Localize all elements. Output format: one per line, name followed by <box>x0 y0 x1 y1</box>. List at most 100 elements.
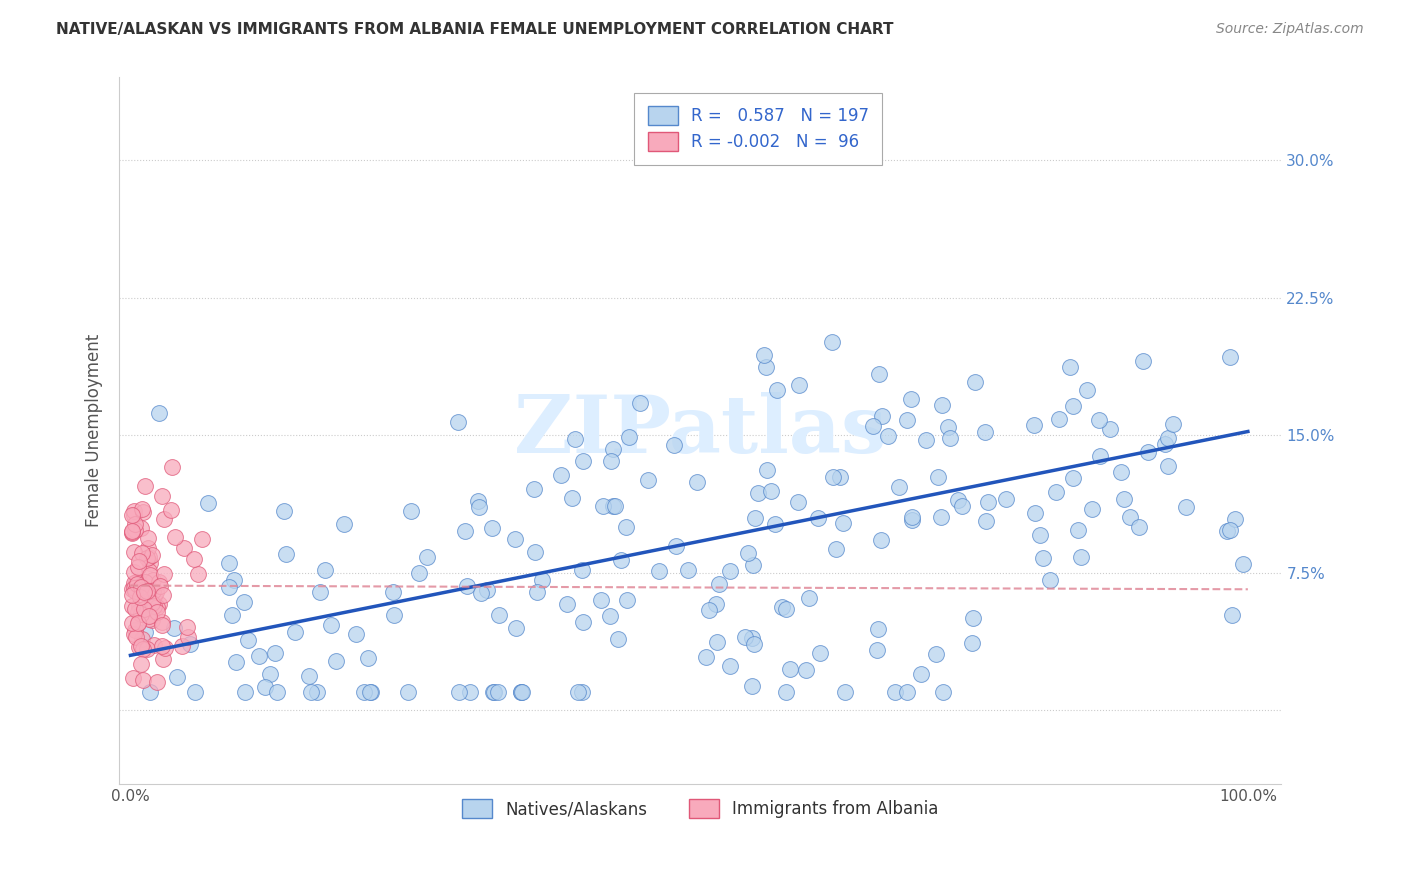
Point <box>763 516 786 531</box>
Point <box>148 575 170 590</box>
Point <box>676 563 699 577</box>
Point <box>138 549 160 564</box>
Point <box>129 657 152 671</box>
Point <box>1161 417 1184 431</box>
Point <box>148 406 170 420</box>
Point <box>505 621 527 635</box>
Point <box>896 685 918 699</box>
Point <box>143 599 166 613</box>
Point <box>662 438 685 452</box>
Point <box>122 576 145 591</box>
Point <box>346 627 368 641</box>
Point <box>163 621 186 635</box>
Point <box>924 647 946 661</box>
Point <box>834 685 856 699</box>
Point <box>1032 550 1054 565</box>
Point <box>197 496 219 510</box>
Point <box>139 568 162 582</box>
Point <box>530 573 553 587</box>
Point <box>794 663 817 677</box>
Point <box>284 625 307 640</box>
Point <box>1045 485 1067 500</box>
Text: NATIVE/ALASKAN VS IMMIGRANTS FROM ALBANIA FEMALE UNEMPLOYMENT CORRELATION CHART: NATIVE/ALASKAN VS IMMIGRANTS FROM ALBANI… <box>56 22 894 37</box>
Point <box>1024 506 1046 520</box>
Point <box>509 685 531 699</box>
Point <box>1059 360 1081 375</box>
Point <box>129 580 152 594</box>
Point <box>486 685 509 699</box>
Point <box>225 655 247 669</box>
Point <box>184 685 207 699</box>
Point <box>128 599 150 614</box>
Point <box>522 482 544 496</box>
Point <box>121 588 143 602</box>
Point <box>160 503 183 517</box>
Point <box>686 475 709 490</box>
Point <box>136 541 159 556</box>
Point <box>1157 459 1180 474</box>
Point <box>756 463 779 477</box>
Point <box>765 384 787 398</box>
Point <box>148 597 170 611</box>
Point <box>134 625 156 640</box>
Point <box>139 685 162 699</box>
Point <box>503 532 526 546</box>
Point <box>458 685 481 699</box>
Point <box>1132 354 1154 368</box>
Point <box>571 685 593 699</box>
Point <box>128 554 150 568</box>
Point <box>599 609 621 624</box>
Point <box>132 673 155 688</box>
Point <box>1119 510 1142 524</box>
Point <box>122 504 145 518</box>
Point <box>602 499 624 513</box>
Point <box>396 685 419 699</box>
Point <box>821 470 844 484</box>
Point <box>572 453 595 467</box>
Point <box>707 577 730 591</box>
Point <box>166 670 188 684</box>
Point <box>770 599 793 614</box>
Point <box>138 611 160 625</box>
Point <box>929 509 952 524</box>
Point <box>179 637 201 651</box>
Point <box>884 685 907 699</box>
Point <box>1215 524 1237 538</box>
Point <box>124 602 146 616</box>
Point <box>359 685 381 699</box>
Point <box>1223 512 1246 526</box>
Point <box>481 521 503 535</box>
Point <box>187 566 209 581</box>
Point <box>1099 422 1122 436</box>
Point <box>259 667 281 681</box>
Point <box>276 547 298 561</box>
Point <box>314 562 336 576</box>
Point <box>121 616 143 631</box>
Point <box>610 552 633 566</box>
Point <box>139 608 162 623</box>
Point <box>124 581 146 595</box>
Point <box>526 585 548 599</box>
Point <box>718 658 741 673</box>
Point <box>946 493 969 508</box>
Point <box>1219 350 1241 364</box>
Point <box>605 500 627 514</box>
Point <box>977 495 1000 509</box>
Point <box>564 433 586 447</box>
Point <box>129 576 152 591</box>
Point <box>960 636 983 650</box>
Point <box>550 468 572 483</box>
Point <box>139 556 162 570</box>
Point <box>146 605 169 619</box>
Point <box>484 685 506 699</box>
Point <box>233 685 256 699</box>
Point <box>141 548 163 562</box>
Point <box>145 600 167 615</box>
Point <box>1088 449 1111 463</box>
Point <box>142 584 165 599</box>
Point <box>786 495 808 509</box>
Point <box>124 624 146 638</box>
Point <box>1076 383 1098 397</box>
Point <box>122 671 145 685</box>
Point <box>510 685 533 699</box>
